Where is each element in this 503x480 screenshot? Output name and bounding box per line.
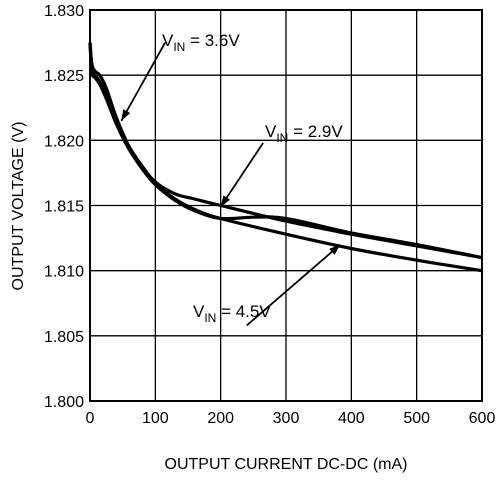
annotation-arrows [120,42,341,327]
grid-lines [89,9,483,402]
x-tick-labels: 0 100 200 300 400 500 600 [86,410,496,427]
arrow-vin-2-9 [219,142,264,208]
x-tick-label: 200 [207,410,234,427]
annotation-vin-4-5: VIN = 4.5V [193,302,271,325]
y-tick-label: 1.825 [44,68,84,85]
x-tick-label: 600 [469,410,496,427]
arrow-vin-4-5 [246,243,341,327]
x-tick-label: 0 [86,410,95,427]
y-tick-label: 1.800 [44,394,84,411]
y-tick-label: 1.810 [44,264,84,281]
annotation-vin-2-9: VIN = 2.9V [265,122,343,145]
y-tick-label: 1.820 [44,133,84,150]
series-line-3 [88,42,483,260]
arrow-vin-4-5-head [329,244,341,255]
series-lines [88,42,483,273]
y-tick-label: 1.805 [44,329,84,346]
arrow-vin-2-9-head [220,195,231,207]
x-tick-label: 400 [338,410,365,427]
y-tick-labels: 1.800 1.805 1.810 1.815 1.820 1.825 1.830 [44,3,84,411]
x-axis-title: OUTPUT CURRENT DC-DC (mA) [165,456,408,473]
arrow-vin-3-6-head [121,109,131,121]
y-tick-label: 1.815 [44,199,84,216]
x-tick-label: 100 [142,410,169,427]
arrow-vin-3-6 [120,42,166,122]
y-axis-title: OUTPUT VOLTAGE (V) [10,122,27,291]
plot-frame [89,9,483,402]
y-tick-label: 1.830 [44,3,84,20]
x-tick-label: 300 [273,410,300,427]
annotation-vin-3-6: VIN = 3.6V [162,31,240,54]
x-tick-label: 500 [403,410,430,427]
